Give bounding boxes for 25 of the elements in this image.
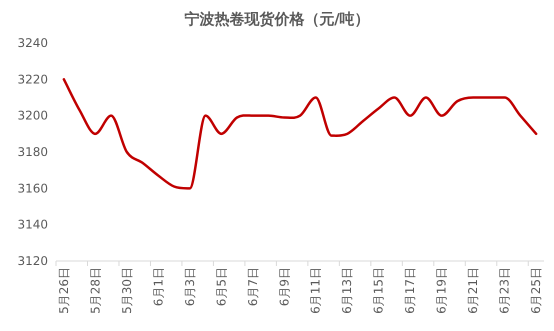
x-tick-label: 6月13日	[340, 267, 354, 314]
y-tick-label: 3160	[17, 181, 48, 196]
x-tick-label: 6月19日	[434, 267, 449, 314]
x-tick-label: 6月5日	[214, 267, 228, 306]
x-tick-label: 6月1日	[151, 267, 166, 306]
y-tick-label: 3220	[17, 72, 48, 86]
x-tick-label: 6月11日	[308, 267, 323, 314]
y-tick-label: 3180	[17, 145, 48, 159]
y-tick-label: 3200	[17, 108, 48, 123]
chart-title: 宁波热卷现货价格（元/吨）	[184, 10, 370, 28]
x-tick-label: 5月30日	[120, 267, 134, 314]
x-tick-label: 6月21日	[466, 267, 480, 314]
x-tick-label: 6月23日	[498, 267, 512, 314]
x-tick-label: 6月17日	[403, 267, 418, 314]
y-tick-label: 3140	[17, 218, 48, 232]
x-tick-label: 5月28日	[88, 267, 102, 314]
x-tick-label: 6月15日	[372, 267, 386, 314]
line-series	[62, 78, 538, 190]
x-tick-label: 5月26日	[56, 267, 71, 314]
x-tick-label: 6月7日	[246, 267, 260, 306]
x-tick-label: 6月9日	[277, 267, 292, 306]
y-tick-label: 3240	[17, 36, 48, 50]
x-tick-label: 6月25日	[529, 267, 544, 314]
x-tick-label: 6月3日	[182, 267, 197, 306]
y-tick-label: 3120	[17, 254, 48, 268]
